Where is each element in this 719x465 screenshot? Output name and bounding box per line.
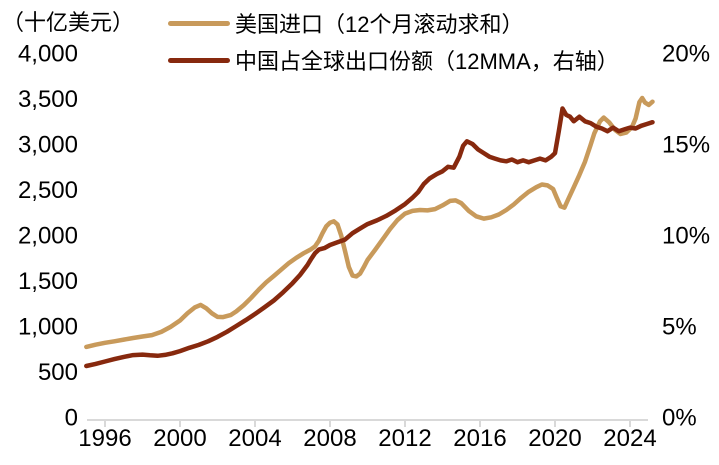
series-line-china-share [84, 106, 655, 369]
right-axis-tick-label: 15% [662, 132, 710, 159]
right-axis-tick-label: 0% [662, 405, 697, 432]
left-axis-tick-label: 3,500 [18, 86, 78, 113]
series-line-us-imports [84, 95, 655, 350]
us-imports-legend-label: 美国进口（12个月滚动求和） [235, 12, 524, 37]
left-axis-tick-label: 1,000 [18, 314, 78, 341]
x-axis-tick-label: 1996 [78, 425, 131, 452]
right-axis-tick-label: 20% [662, 41, 710, 68]
right-axis-tick-label: 10% [662, 223, 710, 250]
legend: 美国进口（12个月滚动求和） 中国占全球出口份额（12MMA，右轴） [168, 10, 619, 84]
left-axis-tick-label: 2,500 [18, 177, 78, 204]
legend-item-china-share: 中国占全球出口份额（12MMA，右轴） [168, 47, 619, 74]
left-axis-tick-label: 1,500 [18, 268, 78, 295]
china-share-line-swatch [168, 57, 230, 63]
left-axis-tick-label: 4,000 [18, 41, 78, 68]
x-axis-tick-label: 2008 [303, 425, 356, 452]
x-axis-tick-label: 2024 [603, 425, 656, 452]
left-axis-tick-label: 3,000 [18, 132, 78, 159]
x-axis-tick-label: 2016 [453, 425, 506, 452]
legend-item-us-imports: 美国进口（12个月滚动求和） [168, 10, 619, 37]
x-axis-tick-label: 2020 [528, 425, 581, 452]
china-share-legend-label: 中国占全球出口份额（12MMA，右轴） [235, 49, 619, 74]
right-axis-tick-label: 5% [662, 314, 697, 341]
left-axis-tick-label: 500 [38, 359, 78, 386]
x-axis-tick-label: 2012 [378, 425, 431, 452]
left-axis-unit-label: （十亿美元） [2, 10, 135, 35]
x-axis-tick-label: 2000 [153, 425, 206, 452]
x-axis-tick-label: 2004 [228, 425, 281, 452]
us-imports-line-swatch [168, 20, 230, 26]
left-axis-tick-label: 2,000 [18, 223, 78, 250]
left-axis-tick-label: 0 [65, 405, 78, 432]
